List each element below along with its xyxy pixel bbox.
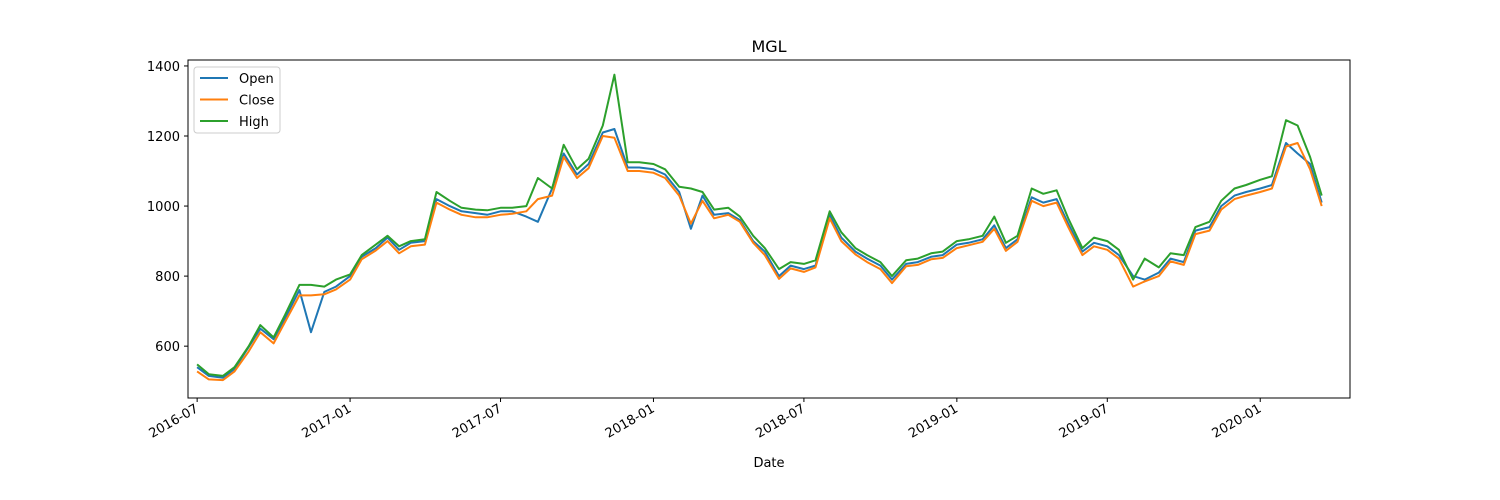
y-axis: 600 800 1000 1200 1400: [147, 60, 188, 355]
x-tick-label: 2020-01: [1210, 401, 1265, 441]
legend-label-high: High: [239, 115, 269, 130]
y-tick-label: 800: [155, 270, 180, 285]
chart-title: MGL: [751, 37, 786, 56]
y-tick-label: 600: [155, 340, 180, 355]
y-tick-label: 1200: [147, 130, 180, 145]
x-tick-label: 2017-07: [450, 401, 505, 441]
series-line-open: [196, 128, 1323, 379]
legend-label-close: Close: [239, 94, 274, 109]
series-line-high: [196, 73, 1323, 377]
x-tick-label: 2018-01: [603, 401, 658, 441]
series-line-close: [196, 135, 1323, 382]
x-tick-label: 2019-07: [1057, 401, 1112, 441]
x-tick-label: 2017-01: [300, 401, 355, 441]
x-axis-label: Date: [753, 456, 784, 471]
y-tick-label: 1000: [147, 200, 180, 215]
y-tick-label: 1400: [147, 60, 180, 75]
legend-box: [193, 66, 281, 134]
x-tick-label: 2018-07: [753, 401, 808, 441]
series-layer: [196, 73, 1323, 382]
plot-frame: [187, 59, 1351, 399]
legend: Open Close High: [193, 66, 281, 134]
x-axis: 2016-07 2017-01 2017-07 2018-01 2018-07 2019-…: [147, 398, 1265, 442]
x-tick-label: 2019-01: [906, 401, 961, 441]
x-tick-label: 2016-07: [147, 401, 202, 441]
legend-label-open: Open: [239, 72, 274, 87]
